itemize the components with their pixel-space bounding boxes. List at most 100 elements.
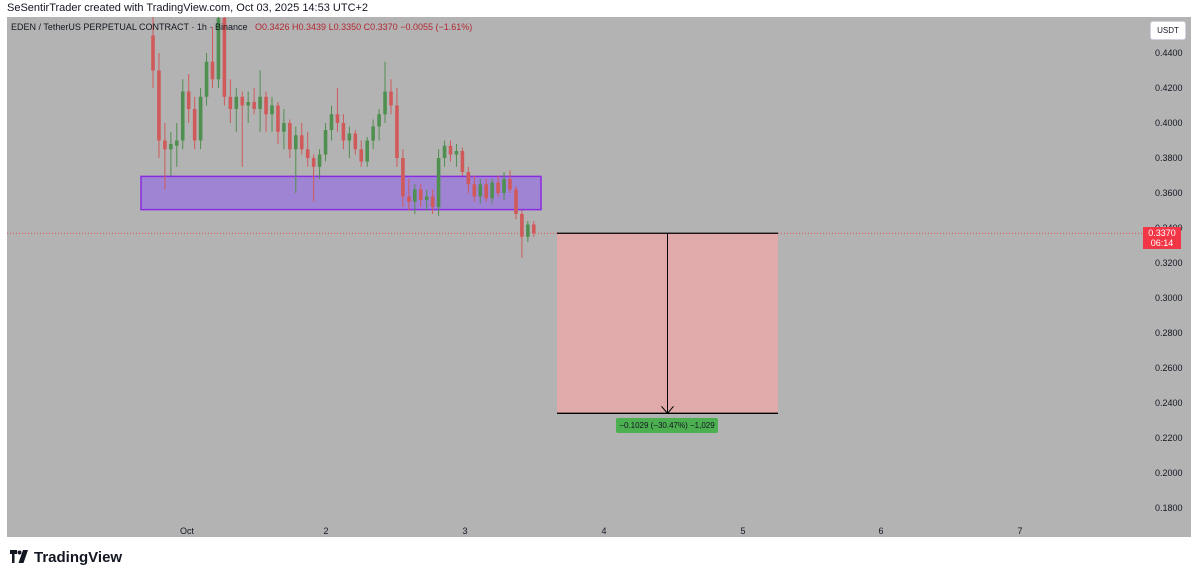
plot-pane[interactable]: EDEN / TetherUS PERPETUAL CONTRACT · 1h … <box>7 17 1142 537</box>
separator: · <box>191 22 197 32</box>
candle-body <box>526 224 530 237</box>
price-tick: 0.3200 <box>1155 258 1183 268</box>
candle-body <box>395 105 399 158</box>
candle-body <box>359 149 364 162</box>
time-tick: 6 <box>878 526 884 536</box>
price-tick: 0.2800 <box>1155 328 1183 338</box>
candle-body <box>282 123 286 132</box>
measure-result-label[interactable]: −0.1029 (−30.47%) −1,029 <box>616 418 718 433</box>
candle-body <box>216 18 221 80</box>
candle-body <box>502 179 506 193</box>
candle-body <box>454 151 459 155</box>
time-tick: 5 <box>740 526 746 536</box>
tradingview-logo[interactable]: TradingView <box>8 548 122 566</box>
candlestick-chart[interactable] <box>7 17 1142 537</box>
candle-body <box>335 114 340 123</box>
current-price-value: 0.3370 <box>1148 228 1176 238</box>
candle-body <box>371 126 375 141</box>
price-tick: 0.3600 <box>1155 188 1183 198</box>
candle-body <box>317 154 322 167</box>
candle-body <box>389 91 393 106</box>
range-arrow-head <box>661 405 674 415</box>
price-tick: 0.1800 <box>1155 503 1183 513</box>
ohlc-change: −0.0055 (−1.61%) <box>400 22 473 32</box>
candle-body <box>204 61 209 97</box>
candle-body <box>169 144 173 150</box>
candle-body <box>508 179 512 190</box>
candle-body <box>490 182 494 199</box>
candle-body <box>192 109 197 141</box>
time-tick: Oct <box>179 526 195 536</box>
candle-body <box>240 96 245 106</box>
candle-body <box>413 189 417 202</box>
candle-body <box>347 133 352 141</box>
candle-body <box>496 182 500 193</box>
candle-body <box>478 184 483 197</box>
candle-body <box>365 140 369 162</box>
candle-body <box>472 184 477 197</box>
symbol-info-bar[interactable]: EDEN / TetherUS PERPETUAL CONTRACT · 1h … <box>11 22 472 32</box>
candle-body <box>353 133 358 150</box>
candle-body <box>460 151 465 172</box>
candle-body <box>311 158 316 167</box>
currency-button[interactable]: USDT <box>1150 21 1186 40</box>
candle-body <box>163 140 167 150</box>
current-price-label: 0.3370 06:14 <box>1143 227 1181 249</box>
candle-body <box>448 145 453 155</box>
candle-body <box>436 158 441 207</box>
time-tick: 4 <box>601 526 607 536</box>
candle-body <box>520 214 524 237</box>
candle-body <box>305 149 310 158</box>
ohlc-close: C0.3370 <box>363 22 398 32</box>
candle-body <box>329 114 334 130</box>
time-tick: 7 <box>1017 526 1023 536</box>
candle-body <box>383 91 387 115</box>
candle-body <box>180 91 185 141</box>
symbol-name[interactable]: EDEN / TetherUS PERPETUAL CONTRACT <box>11 22 189 32</box>
candle-body <box>234 96 239 109</box>
price-tick: 0.2000 <box>1155 468 1183 478</box>
interval-label[interactable]: 1h <box>196 22 207 32</box>
candle-body <box>294 135 298 150</box>
price-tick: 0.2600 <box>1155 363 1183 373</box>
price-tick: 0.2400 <box>1155 398 1183 408</box>
candle-body <box>228 96 233 109</box>
candle-body <box>264 96 268 115</box>
price-tick: 0.3800 <box>1155 153 1183 163</box>
ohlc-high: H0.3439 <box>292 22 327 32</box>
price-scale[interactable]: USDT 0.4400 0.4200 0.4000 0.3800 0.3600 … <box>1142 17 1191 537</box>
candle-body <box>532 224 536 234</box>
candle-body <box>418 189 423 200</box>
separator: · <box>209 22 215 32</box>
candle-body <box>276 105 280 132</box>
candle-body <box>484 184 488 199</box>
brand-name: TradingView <box>34 548 123 566</box>
time-tick: 3 <box>462 526 468 536</box>
candle-body <box>186 91 191 109</box>
author-header: SeSentirTrader created with TradingView.… <box>7 2 369 14</box>
candle-body <box>299 135 304 150</box>
candle-body <box>258 96 262 109</box>
candle-body <box>401 158 405 197</box>
candle-body <box>288 123 292 150</box>
bar-countdown: 06:14 <box>1150 238 1174 248</box>
price-tick: 0.2200 <box>1155 433 1183 443</box>
candle-body <box>407 196 411 202</box>
candle-body <box>210 61 215 80</box>
candle-body <box>377 114 381 127</box>
candle-body <box>157 70 161 141</box>
candle-body <box>246 102 250 106</box>
chart-area[interactable]: EDEN / TetherUS PERPETUAL CONTRACT · 1h … <box>7 17 1191 537</box>
tradingview-logo-icon <box>10 550 28 563</box>
price-tick: 0.3000 <box>1155 293 1183 303</box>
price-tick: 0.4400 <box>1155 48 1183 58</box>
candle-body <box>442 145 447 158</box>
candle-body <box>430 196 435 207</box>
candle-body <box>323 130 328 155</box>
exchange-label: Binance <box>214 22 248 32</box>
price-tick: 0.4000 <box>1155 118 1183 128</box>
candle-body <box>514 189 518 214</box>
ohlc-low: L0.3350 <box>328 22 362 32</box>
candle-body <box>341 123 346 141</box>
ohlc-open: O0.3426 <box>254 22 290 32</box>
